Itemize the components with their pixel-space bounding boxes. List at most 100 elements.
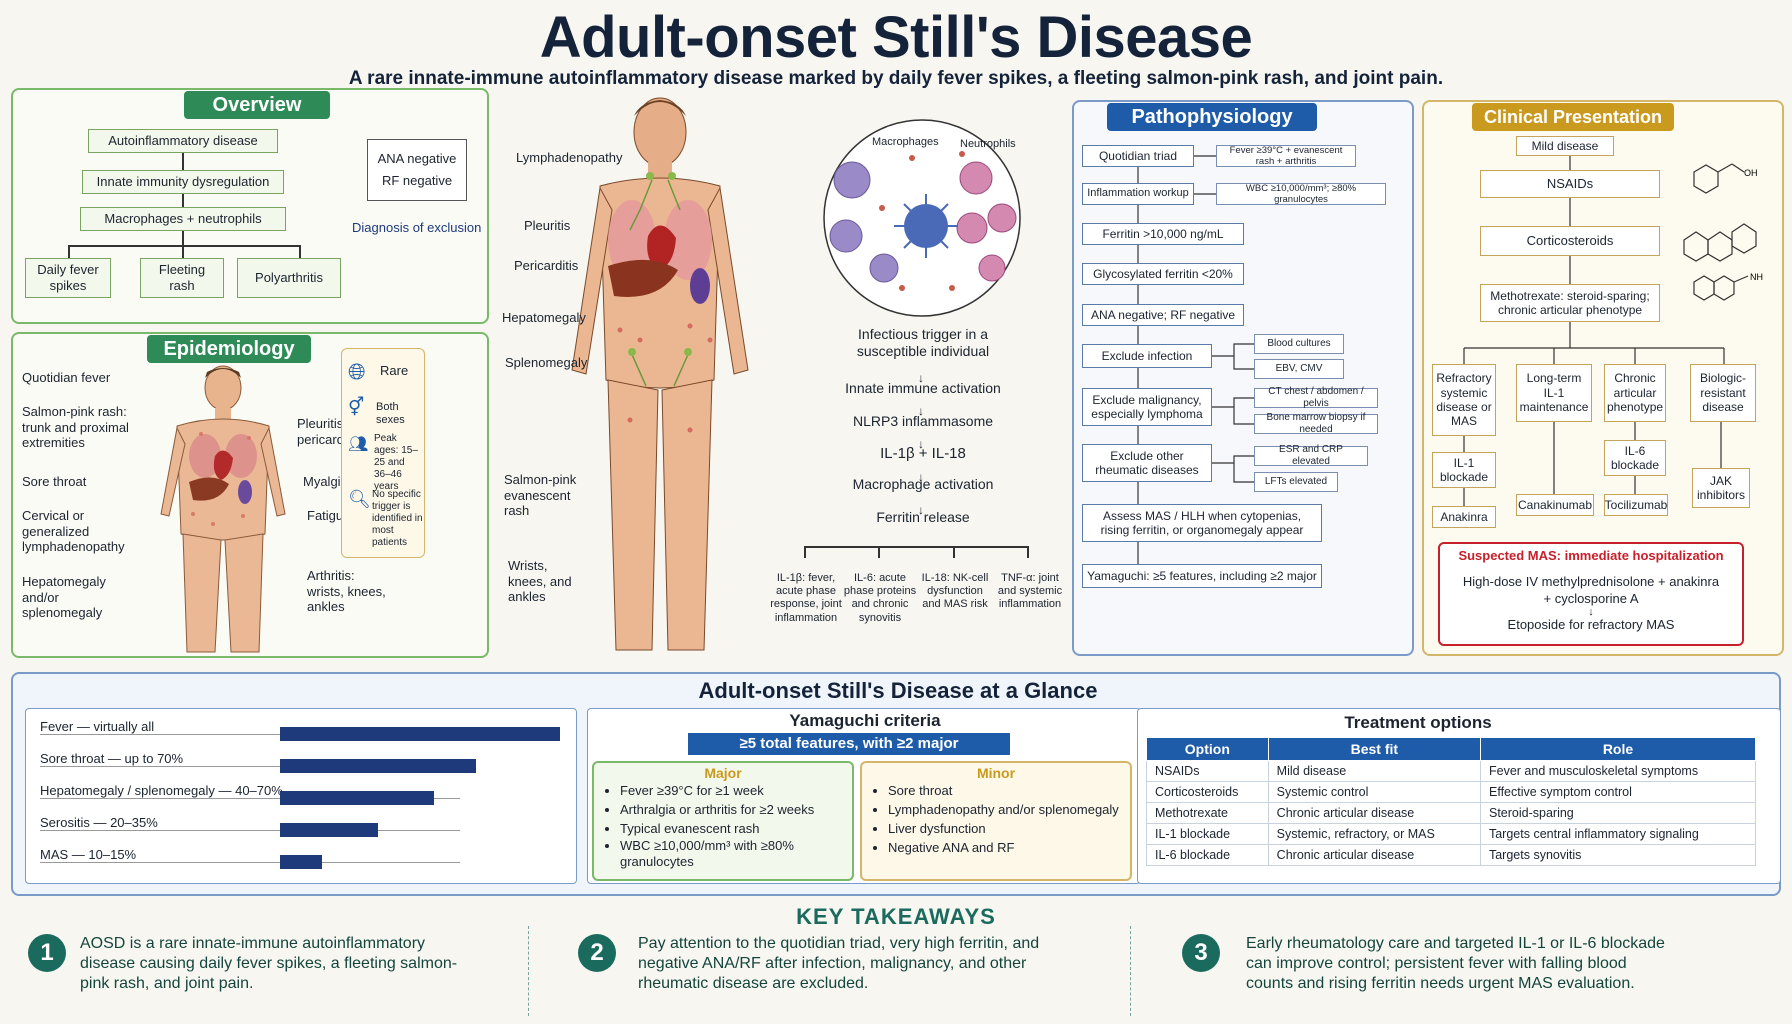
epi-facts-box: 🌐︎ Rare ⚥ Both sexes 👥︎ Peak ages: 15–25…	[341, 348, 425, 558]
epidemiology-heading: Epidemiology	[147, 335, 311, 363]
sexes-icon: ⚥	[348, 397, 365, 417]
overview-outcome-polyarthritis: Polyarthritis	[237, 258, 341, 298]
mech-effect-il6: IL-6: acute phase proteins and chronic s…	[843, 572, 917, 624]
fact-no-trigger: No specific trigger is identified in mos…	[372, 489, 423, 548]
takeaway-text: Early rheumatology care and targeted IL-…	[1246, 935, 1665, 992]
clin-mild-disease: Mild disease	[1516, 136, 1614, 156]
table-header: Role	[1479, 737, 1757, 761]
rf-negative: RF negative	[381, 173, 453, 188]
mas-arrow: ↓	[1588, 606, 1594, 618]
path-step-4: Glycosylated ferritin <20%	[1082, 263, 1244, 285]
overview-panel: Overview Autoinflammatory disease Innate…	[11, 88, 489, 324]
path-connectors	[1137, 155, 1254, 564]
epi-label-rash: Salmon-pink rash: trunk and proximal ext…	[22, 404, 129, 451]
prevalence-chart: Fever — virtually all Sore throat — up to…	[25, 708, 577, 884]
overview-flow-1: Autoinflammatory disease	[88, 129, 278, 153]
takeaway-text: Pay attention to the quotidian triad, ve…	[638, 935, 1040, 992]
mech-step-3: NLRP3 inflammasome	[852, 413, 994, 429]
path-step-2: Inflammation workup	[1082, 183, 1194, 205]
path-side-lfts: LFTs elevated	[1254, 472, 1338, 492]
epi-body-figure	[160, 365, 286, 653]
clin-methotrexate: Methotrexate: steroid-sparing; chronic a…	[1480, 284, 1660, 322]
clin-nsaids: NSAIDs	[1480, 170, 1660, 198]
mas-title: Suspected MAS: immediate hospitalization	[1458, 548, 1724, 563]
table-row: NSAIDs Mild disease Fever and musculoskele…	[1146, 760, 1757, 782]
table-cell: Chronic articular disease	[1267, 802, 1481, 824]
anatomy-hepatomegaly: Hepatomegaly	[502, 310, 586, 325]
minor-item: Sore throat	[888, 781, 1120, 800]
minor-item: Lymphadenopathy and/or splenomegaly	[888, 800, 1120, 819]
yamaguchi-box: Yamaguchi criteria ≥5 total features, wi…	[587, 708, 1141, 884]
bar-label: Sore throat — up to 70%	[40, 751, 460, 767]
major-item: Arthralgia or arthritis for ≥2 weeks	[620, 800, 842, 819]
clin-jak-inhibitors: JAK inhibitors	[1692, 468, 1750, 508]
path-step-5: ANA negative; RF negative	[1082, 304, 1244, 326]
cell-label-neutrophils: Neutrophils	[960, 138, 1016, 150]
overview-flow-2: Innate immunity dysregulation	[82, 170, 284, 194]
mech-step-5: Macrophage activation	[852, 476, 994, 492]
table-row: Methotrexate Chronic articular disease Ste…	[1146, 802, 1757, 824]
yamaguchi-major: Major Fever ≥39°C for ≥1 week Arthralgia…	[592, 761, 854, 881]
table-cell: Corticosteroids	[1146, 781, 1269, 803]
glance-panel: Adult-onset Still's Disease at a Glance …	[11, 672, 1781, 896]
treatment-heading: Treatment options	[1344, 713, 1492, 732]
ana-negative: ANA negative	[377, 151, 457, 167]
treatment-table: Option Best fit Role NSAIDs Mild disease Fev…	[1146, 737, 1757, 866]
svg-text:OH: OH	[1744, 168, 1758, 178]
fact-rare: Rare	[380, 363, 409, 378]
minor-item: Liver dysfunction	[888, 819, 1120, 838]
table-cell: IL-1 blockade	[1146, 823, 1269, 845]
mech-step-4: IL-1β + IL-18	[880, 445, 966, 462]
fact-peak-ages: Peak ages: 15–25 and 36–46 years	[374, 433, 418, 492]
table-cell: Chronic articular disease	[1267, 844, 1481, 866]
page-title: Adult-onset Still's Disease	[539, 5, 1253, 70]
epi-label-sore-throat: Sore throat	[22, 474, 87, 489]
cell-illustration	[823, 119, 1021, 317]
molecule-structures: OH NH	[1683, 163, 1763, 301]
mas-line-1: High-dose IV methylprednisolone + anakin…	[1462, 574, 1720, 606]
clin-branch-biologic: Biologic-resistant disease	[1690, 364, 1756, 422]
clin-branch-longterm: Long-term IL-1 maintenance	[1516, 364, 1592, 422]
overview-outcome-fever: Daily fever spikes	[25, 258, 111, 298]
path-side-ct: CT chest / abdomen / pelvis	[1254, 386, 1378, 409]
mech-step-1: Infectious trigger in a susceptible indi…	[856, 326, 990, 359]
treatment-box: Treatment options Option Best fit Role NSA…	[1137, 708, 1781, 884]
path-side-ebv: EBV, CMV	[1254, 359, 1344, 379]
major-item: Fever ≥39°C for ≥1 week	[620, 781, 842, 800]
path-step-1: Quotidian triad	[1082, 145, 1194, 167]
major-heading: Major	[704, 765, 742, 781]
path-step-3: Ferritin >10,000 ng/mL	[1082, 223, 1244, 245]
overview-outcome-rash: Fleeting rash	[140, 258, 224, 298]
fact-both-sexes: Both sexes	[376, 401, 405, 427]
mech-step-6: Ferritin release	[876, 509, 970, 525]
table-cell: Systemic control	[1267, 781, 1481, 803]
clin-il1-blockade: IL-1 blockade	[1432, 452, 1496, 488]
path-step-10: Yamaguchi: ≥5 features, including ≥2 maj…	[1082, 564, 1322, 588]
table-cell: Methotrexate	[1146, 802, 1269, 824]
major-item: Typical evanescent rash	[620, 819, 842, 838]
svg-text:NH: NH	[1750, 272, 1763, 282]
table-row: Corticosteroids Systemic control Effective…	[1146, 781, 1757, 803]
clin-anakinra: Anakinra	[1432, 506, 1496, 528]
clin-tocilizumab: Tocilizumab	[1604, 494, 1668, 516]
table-cell: NSAIDs	[1146, 760, 1269, 782]
clin-il6-blockade: IL-6 blockade	[1604, 440, 1666, 476]
epidemiology-panel: Epidemiology Quotidian fever Salmon-pink…	[11, 332, 489, 658]
bar-label: Serositis — 20–35%	[40, 815, 460, 831]
bar-mark	[280, 727, 560, 741]
path-step-7: Exclude malignancy, especially lymphoma	[1082, 388, 1212, 426]
yamaguchi-heading: Yamaguchi criteria	[789, 711, 941, 730]
table-cell: Fever and musculoskeletal symptoms	[1479, 760, 1757, 782]
mech-step-2: Innate immune activation	[845, 380, 1001, 396]
path-step-9: Assess MAS / HLH when cytopenias, rising…	[1082, 504, 1322, 542]
path-side-bone-marrow: Bone marrow biopsy if needed	[1254, 412, 1378, 435]
mas-line-2: Etoposide for refractory MAS	[1507, 617, 1675, 632]
clin-canakinumab: Canakinumab	[1516, 494, 1594, 516]
pathophysiology-heading: Pathophysiology	[1107, 103, 1317, 131]
table-cell: Mild disease	[1267, 760, 1481, 782]
mech-effect-il1: IL-1β: fever, acute phase response, join…	[770, 572, 842, 624]
anatomy-figure	[571, 97, 749, 651]
path-side-blood-cultures: Blood cultures	[1254, 334, 1344, 354]
takeaway-number: 2	[578, 934, 616, 972]
path-step-6: Exclude infection	[1082, 344, 1212, 368]
